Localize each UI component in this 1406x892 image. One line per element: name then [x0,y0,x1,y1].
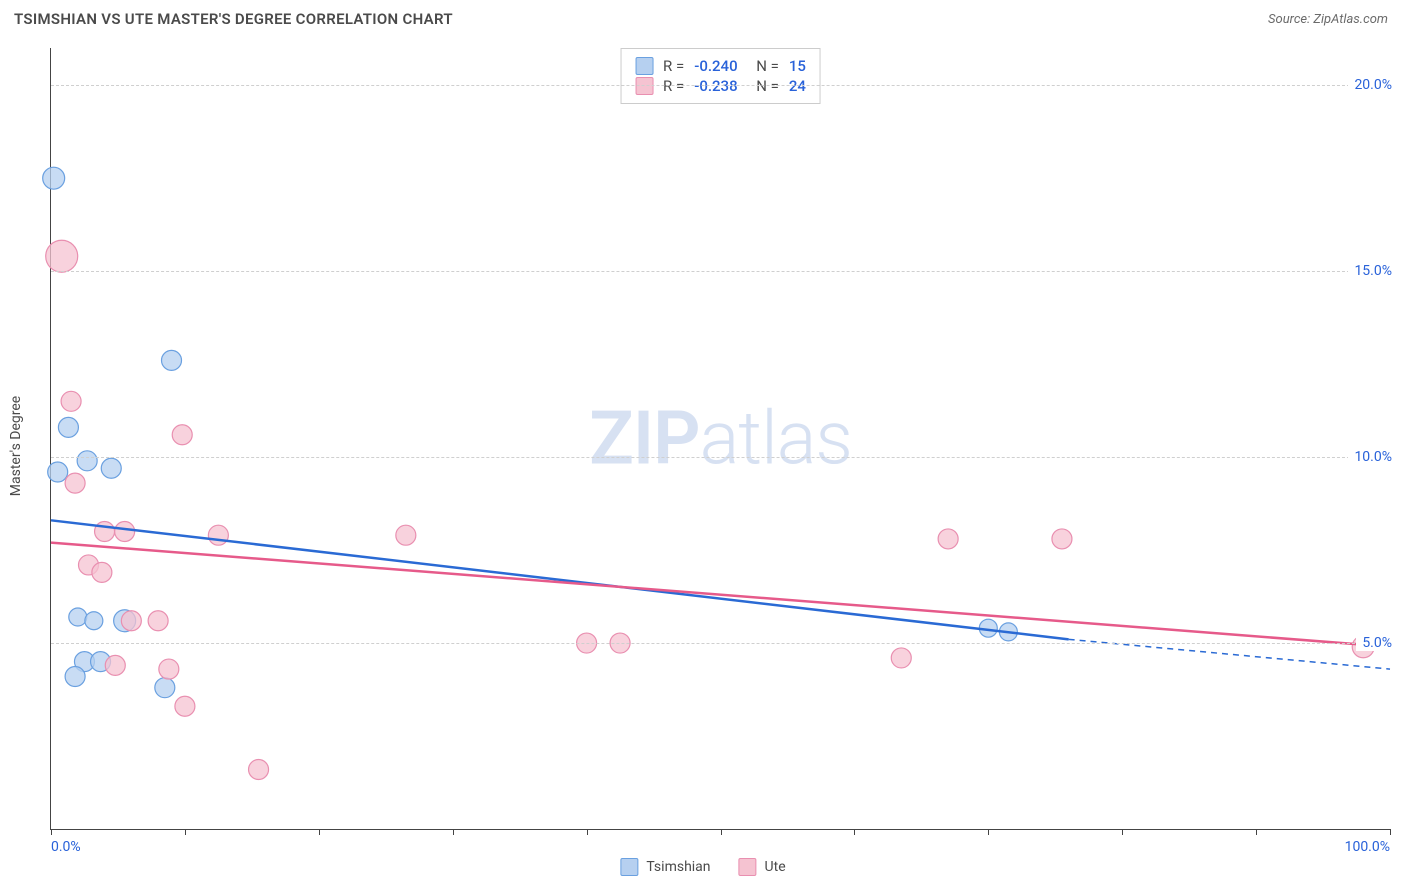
data-point [938,529,958,549]
r-value: -0.240 [694,57,746,75]
data-point [95,521,115,541]
data-point [69,608,87,626]
y-axis-title: Master's Degree [8,396,24,496]
legend-swatch [739,858,757,876]
gridline [51,457,1390,458]
chart-plot-area: ZIPatlas R =-0.240N =15R =-0.238N =24 5.… [50,48,1390,830]
x-tick [721,829,722,835]
x-tick [319,829,320,835]
legend-label: Tsimshian [646,859,710,875]
data-point [249,759,269,779]
x-tick-label: 0.0% [51,839,81,855]
legend-item: Tsimshian [620,858,710,876]
data-point [396,525,416,545]
data-point [175,696,195,716]
x-tick [1390,829,1391,835]
legend-swatch [620,858,638,876]
data-point [155,678,175,698]
regression-line [51,543,1390,647]
y-tick-label: 5.0% [1356,635,1392,651]
chart-title: TSIMSHIAN VS UTE MASTER'S DEGREE CORRELA… [14,10,453,28]
x-tick [988,829,989,835]
stat-label: R = [663,57,684,75]
data-point [148,611,168,631]
x-tick [1256,829,1257,835]
y-tick-label: 10.0% [1348,449,1392,465]
y-tick-label: 20.0% [1348,77,1392,93]
legend-item: Ute [739,858,786,876]
data-point [162,350,182,370]
source-attribution: Source: ZipAtlas.com [1268,12,1388,27]
x-tick [1122,829,1123,835]
y-tick-label: 15.0% [1348,263,1392,279]
legend: Tsimshian Ute [620,858,785,876]
legend-label: Ute [765,859,786,875]
x-tick [185,829,186,835]
gridline [51,85,1390,86]
data-point [46,240,78,272]
data-point [65,667,85,687]
x-tick [453,829,454,835]
x-tick [854,829,855,835]
correlation-stats-box: R =-0.240N =15R =-0.238N =24 [620,48,821,104]
x-tick [587,829,588,835]
gridline [51,643,1390,644]
data-point [159,659,179,679]
regression-line [51,520,1069,639]
series-swatch [635,57,653,75]
data-point [172,425,192,445]
data-point [61,391,81,411]
n-value: 15 [789,57,806,75]
data-point [92,562,112,582]
data-point [58,417,78,437]
data-point [85,612,103,630]
data-point [48,462,68,482]
gridline [51,271,1390,272]
data-point [65,473,85,493]
stats-row: R = -0.240 N = 15 [635,57,806,75]
data-point [43,167,65,189]
data-point [105,655,125,675]
scatter-plot-svg [51,48,1390,829]
stat-label: N = [756,57,779,75]
data-point [208,525,228,545]
data-point [77,451,97,471]
x-tick-label: 100.0% [1345,839,1390,855]
data-point [115,521,135,541]
data-point [121,611,141,631]
x-tick [51,829,52,835]
data-point [1052,529,1072,549]
data-point [891,648,911,668]
data-point [101,458,121,478]
